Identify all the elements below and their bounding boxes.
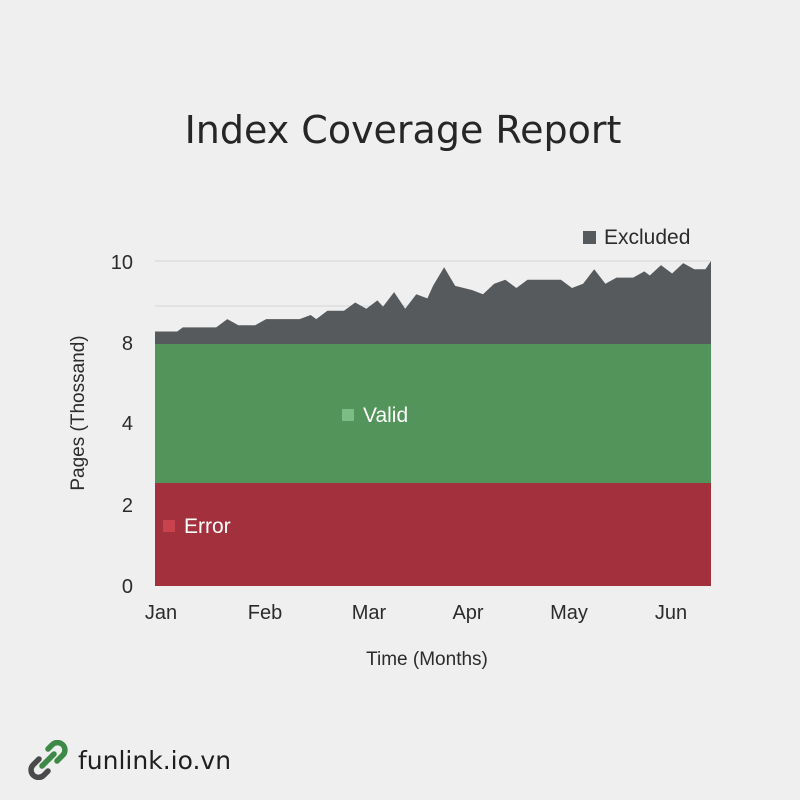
series-label-error: Error xyxy=(163,515,231,538)
x-axis-ticks: Jan Feb Mar Apr May Jun xyxy=(145,602,687,624)
y-axis-ticks: 0 2 4 8 10 xyxy=(111,252,133,598)
series-label-valid: Valid xyxy=(342,404,408,427)
legend-item-excluded: Excluded xyxy=(583,226,690,249)
y-tick-label-8: 8 xyxy=(122,333,133,355)
series-swatch-error xyxy=(163,520,175,532)
legend-label-excluded: Excluded xyxy=(604,226,690,249)
series-label-valid-text: Valid xyxy=(363,404,408,427)
x-tick-label-jun: Jun xyxy=(655,602,687,624)
x-tick-label-feb: Feb xyxy=(248,602,282,624)
x-tick-label-mar: Mar xyxy=(352,602,387,624)
area-valid xyxy=(155,344,711,483)
area-series xyxy=(155,261,711,586)
chain-link-icon xyxy=(28,740,68,780)
area-error xyxy=(155,483,711,586)
x-axis-title: Time (Months) xyxy=(366,649,488,670)
y-tick-label-0: 0 xyxy=(122,576,133,598)
brand-text: funlink.io.vn xyxy=(78,745,232,775)
series-swatch-valid xyxy=(342,409,354,421)
legend-swatch-excluded xyxy=(583,231,596,244)
x-tick-label-jan: Jan xyxy=(145,602,177,624)
brand-logo: funlink.io.vn xyxy=(28,738,231,782)
y-tick-label-2: 2 xyxy=(122,495,133,517)
y-axis-title: Pages (Thossand) xyxy=(68,335,89,490)
x-tick-label-may: May xyxy=(550,602,588,624)
area-excluded xyxy=(155,261,711,344)
series-label-error-text: Error xyxy=(184,515,231,538)
y-tick-label-10: 10 xyxy=(111,252,133,274)
y-tick-label-4: 4 xyxy=(122,413,133,435)
chart-title: Index Coverage Report xyxy=(185,108,622,152)
x-tick-label-apr: Apr xyxy=(452,602,483,624)
